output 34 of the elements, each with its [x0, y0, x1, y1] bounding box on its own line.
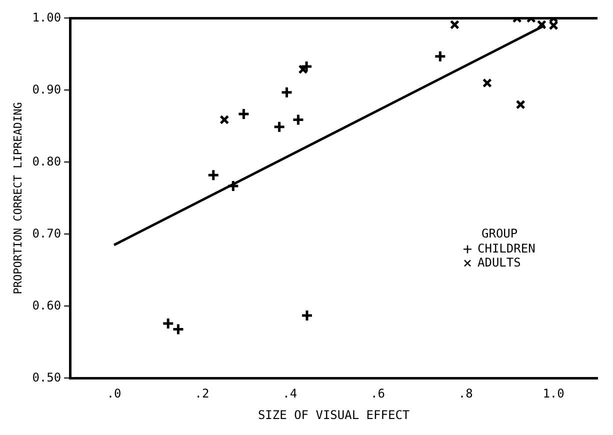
point	[237, 108, 250, 120]
y-tick-label: 0.70	[32, 226, 62, 240]
y-axis-title: PROPORTION CORRECT LIPREADING	[11, 102, 24, 294]
point	[434, 50, 446, 63]
point	[482, 78, 492, 88]
x-tick-label: .2	[194, 386, 210, 401]
point	[280, 86, 294, 99]
point	[300, 309, 314, 322]
point	[162, 317, 174, 330]
x-axis-title: SIZE OF VISUAL EFFECT	[258, 408, 410, 422]
x-tick-label: .8	[458, 386, 473, 401]
point	[516, 100, 526, 110]
point	[548, 20, 558, 30]
y-tick-label: 0.60	[32, 298, 62, 312]
point	[300, 60, 313, 73]
point	[536, 20, 546, 30]
point	[292, 113, 304, 126]
point	[450, 20, 460, 30]
y-tick-label: 1.00	[32, 10, 62, 24]
x-tick-label: 1.0	[542, 386, 564, 401]
point	[207, 168, 220, 182]
legend-title: GROUP	[482, 226, 518, 240]
point	[273, 120, 286, 134]
y-tick-label: 0.80	[32, 154, 62, 168]
point	[220, 114, 230, 125]
legend-label: CHILDREN	[478, 241, 536, 256]
legend-label: ADULTS	[478, 255, 521, 270]
y-tick-label: 0.50	[32, 370, 62, 384]
y-tick-label: 0.90	[32, 82, 62, 96]
point	[226, 180, 240, 192]
x-tick-label: .4	[282, 386, 298, 401]
x-tick-label: .6	[370, 386, 385, 401]
point	[172, 322, 184, 336]
x-tick-label: .0	[106, 386, 122, 401]
